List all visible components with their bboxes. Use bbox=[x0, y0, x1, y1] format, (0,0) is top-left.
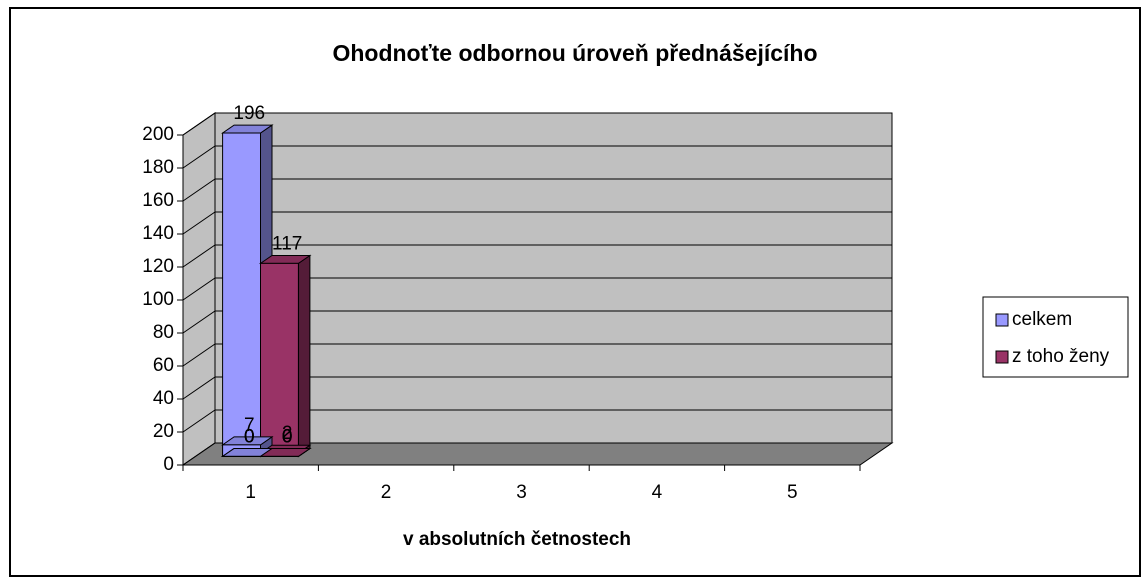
grid-line bbox=[182, 376, 892, 400]
x-tick-label: 5 bbox=[787, 482, 798, 503]
bar bbox=[258, 448, 312, 457]
x-tick-label: 4 bbox=[652, 482, 663, 503]
x-tick-label: 2 bbox=[381, 482, 392, 503]
bar-front bbox=[222, 132, 261, 457]
y-tick-label: 20 bbox=[153, 421, 174, 442]
legend-label: celkem bbox=[1012, 309, 1072, 330]
grid-line bbox=[182, 343, 892, 367]
grid-line bbox=[182, 310, 892, 334]
data-label: 0 bbox=[244, 427, 255, 448]
y-tick-label: 40 bbox=[153, 388, 174, 409]
y-tick-label: 120 bbox=[142, 256, 174, 277]
legend-box bbox=[982, 296, 1129, 378]
bar-side bbox=[297, 254, 311, 458]
y-tick-label: 200 bbox=[142, 124, 174, 145]
chart-title: Ohodnoťte odbornou úroveň přednášejícího bbox=[332, 40, 817, 66]
grid-line bbox=[182, 145, 892, 169]
data-label: 0 bbox=[244, 427, 255, 448]
x-tick-label: 3 bbox=[516, 482, 527, 503]
bar bbox=[258, 254, 312, 458]
data-label: 0 bbox=[282, 427, 293, 448]
data-label: 2 bbox=[282, 423, 293, 444]
legend-swatch bbox=[995, 350, 1009, 364]
legend-label: z toho ženy bbox=[1012, 346, 1110, 367]
bar-front bbox=[260, 262, 299, 457]
data-label: 0 bbox=[282, 427, 293, 448]
y-tick-label: 160 bbox=[142, 190, 174, 211]
grid-line bbox=[182, 409, 892, 433]
y-tick-label: 140 bbox=[142, 223, 174, 244]
x-tick-label: 1 bbox=[245, 482, 256, 503]
legend-swatch bbox=[995, 313, 1009, 327]
grid-line bbox=[182, 112, 892, 136]
grid-line bbox=[182, 442, 892, 466]
data-label: 0 bbox=[244, 427, 255, 448]
grid-line bbox=[182, 211, 892, 235]
grid-line bbox=[182, 178, 892, 202]
y-tick-label: 100 bbox=[142, 289, 174, 310]
data-label: 117 bbox=[272, 233, 302, 254]
y-tick-label: 0 bbox=[163, 454, 174, 475]
y-tick-label: 180 bbox=[142, 157, 174, 178]
grid-line bbox=[182, 277, 892, 301]
y-tick-label: 60 bbox=[153, 355, 174, 376]
y-tick-label: 80 bbox=[153, 322, 174, 343]
data-label: 0 bbox=[282, 427, 293, 448]
x-axis-label: v absolutních četnostech bbox=[403, 529, 631, 550]
data-label: 196 bbox=[233, 103, 265, 124]
grid-line bbox=[182, 244, 892, 268]
data-label: 7 bbox=[244, 415, 255, 436]
